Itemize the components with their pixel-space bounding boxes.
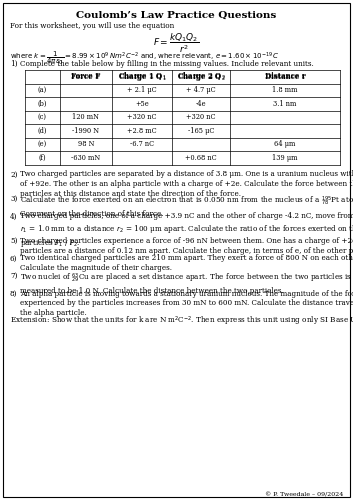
Text: Two charged particles are separated by a distance of 3.8 μm. One is a uranium nu: Two charged particles are separated by a… xyxy=(20,170,353,198)
Text: Force F: Force F xyxy=(71,72,101,80)
Text: +0.68 nC: +0.68 nC xyxy=(185,154,217,162)
Text: Calculate the force exerted on an electron that is 0.050 nm from the nucleus of : Calculate the force exerted on an electr… xyxy=(20,195,353,218)
Text: (e): (e) xyxy=(38,140,47,148)
Text: An alpha particle is moving towards a stationary uranium nucleus. The magnitude : An alpha particle is moving towards a st… xyxy=(20,290,353,317)
Text: 8): 8) xyxy=(10,290,18,298)
Text: Distance r: Distance r xyxy=(265,72,305,80)
Text: 3.1 nm: 3.1 nm xyxy=(273,100,297,108)
Text: Coulomb’s Law Practice Questions: Coulomb’s Law Practice Questions xyxy=(76,11,277,20)
Text: $F=\dfrac{kQ_1Q_2}{r^2}$: $F=\dfrac{kQ_1Q_2}{r^2}$ xyxy=(154,31,199,54)
Text: Two charged particles experience a force of -96 nN between them. One has a charg: Two charged particles experience a force… xyxy=(20,237,353,255)
Text: 4): 4) xyxy=(10,212,18,220)
Text: Complete the table below by filling in the missing values. Include relevant unit: Complete the table below by filling in t… xyxy=(20,60,314,68)
Text: 120 mN: 120 mN xyxy=(72,114,100,121)
Text: -630 mN: -630 mN xyxy=(71,154,101,162)
Text: 139 μm: 139 μm xyxy=(272,154,298,162)
Text: Distance r: Distance r xyxy=(265,72,305,80)
Text: 7): 7) xyxy=(10,272,18,280)
Text: Charge 2 Q$_2$: Charge 2 Q$_2$ xyxy=(176,70,226,83)
Text: +320 nC: +320 nC xyxy=(186,114,216,121)
Text: Charge 1 Q$_1$: Charge 1 Q$_1$ xyxy=(118,70,166,82)
Text: (f): (f) xyxy=(39,154,46,162)
Text: 2): 2) xyxy=(10,170,18,178)
Text: + 4.7 μC: + 4.7 μC xyxy=(186,86,216,94)
Text: Charge 2 Q$_2$: Charge 2 Q$_2$ xyxy=(176,70,226,82)
Text: 6): 6) xyxy=(10,254,18,262)
Text: For this worksheet, you will use the equation: For this worksheet, you will use the equ… xyxy=(10,22,174,30)
Text: Two nuclei of $^{63}_{29}$Cu are placed a set distance apart. The force between : Two nuclei of $^{63}_{29}$Cu are placed … xyxy=(20,272,352,295)
Text: +320 nC: +320 nC xyxy=(127,114,157,121)
Text: 64 μm: 64 μm xyxy=(274,140,296,148)
Text: 98 N: 98 N xyxy=(78,140,94,148)
Text: -6.7 nC: -6.7 nC xyxy=(130,140,154,148)
Text: +2.8 mC: +2.8 mC xyxy=(127,126,157,134)
Text: (b): (b) xyxy=(38,100,47,108)
Text: (a): (a) xyxy=(38,86,47,94)
Text: Extension: Show that the units for k are N m$^2$C$^{-2}$. Then express this unit: Extension: Show that the units for k are… xyxy=(10,315,353,328)
Text: (c): (c) xyxy=(38,114,47,121)
Text: -1990 N: -1990 N xyxy=(72,126,100,134)
Text: -165 μC: -165 μC xyxy=(188,126,214,134)
Text: 1.8 mm: 1.8 mm xyxy=(272,86,298,94)
Text: Two charged particles, one of a charge +3.9 nC and the other of charge -4.2 nC, : Two charged particles, one of a charge +… xyxy=(20,212,353,250)
Text: 1): 1) xyxy=(10,60,18,68)
Text: -4e: -4e xyxy=(196,100,206,108)
Text: 3): 3) xyxy=(10,195,17,203)
Text: © P. Tweedale – 09/2024: © P. Tweedale – 09/2024 xyxy=(265,492,343,497)
Text: 5): 5) xyxy=(10,237,18,245)
Text: +5e: +5e xyxy=(135,100,149,108)
Text: + 2.1 μC: + 2.1 μC xyxy=(127,86,157,94)
Text: Charge 1 Q$_1$: Charge 1 Q$_1$ xyxy=(118,70,166,83)
Text: Two identical charged particles are 210 mm apart. They exert a force of 800 N on: Two identical charged particles are 210 … xyxy=(20,254,353,272)
Text: Force F: Force F xyxy=(71,72,101,80)
Text: (d): (d) xyxy=(38,126,47,134)
Text: where $k=\dfrac{1}{4\pi\varepsilon_0}=8.99\times10^9\,Nm^2C^{-2}$ and, where rel: where $k=\dfrac{1}{4\pi\varepsilon_0}=8.… xyxy=(10,50,280,68)
